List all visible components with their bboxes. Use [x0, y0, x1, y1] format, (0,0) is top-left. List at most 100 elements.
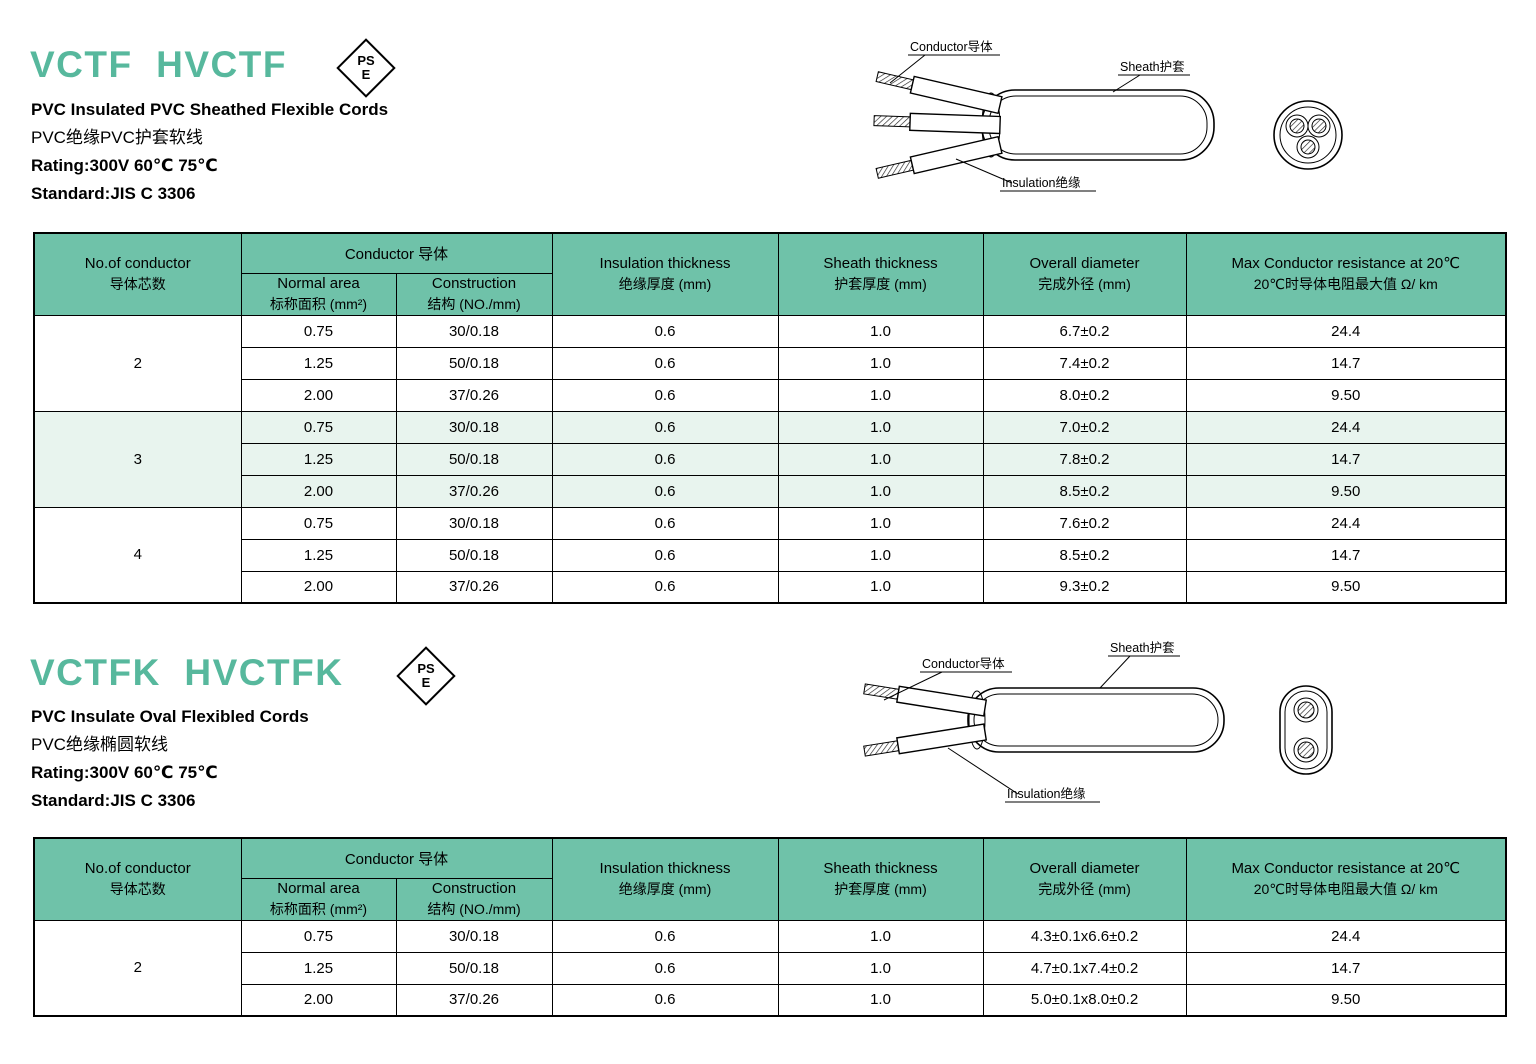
- table-row: 2 0.75 30/0.18 0.6 1.0 4.3±0.1x6.6±0.2 24.4: [33, 919, 1507, 1017]
- table-cell: 0.6: [551, 919, 779, 953]
- table-cell: 6.7±0.2: [982, 314, 1187, 348]
- table-cell: 2.00: [240, 983, 397, 1017]
- table-cell: 1.25: [240, 538, 397, 572]
- vctfk-spec-table: No.of conductor 导体芯数 Conductor 导体 Insula…: [33, 837, 1507, 1017]
- sheath-illustration: [967, 687, 1225, 753]
- table-cell: 0.6: [551, 538, 779, 572]
- table-cell: 9.50: [1185, 570, 1507, 604]
- section2-title: VCTFK HVCTFK: [30, 652, 344, 693]
- pse-line2: E: [421, 675, 431, 690]
- sheath-label: Sheath护套: [1110, 640, 1175, 655]
- table-cell: 2.00: [240, 474, 397, 508]
- section1-subtitle-cn: PVC绝缘PVC护套软线: [31, 128, 203, 147]
- section1-subtitle-en: PVC Insulated PVC Sheathed Flexible Cord…: [31, 100, 389, 119]
- table-cell: 1.0: [777, 474, 984, 508]
- table-cell: 0.6: [551, 983, 779, 1017]
- table-row: 4 0.75 30/0.18 0.6 1.0 7.6±0.2 24.4: [33, 506, 1507, 604]
- sheath-label: Sheath护套: [1120, 59, 1185, 74]
- table-cell: 30/0.18: [395, 410, 553, 444]
- table-row: 2.00 37/0.26 0.6 1.0 8.5±0.2 9.50: [34, 474, 1507, 508]
- section1-info: PVC Insulated PVC Sheathed Flexible Cord…: [31, 96, 388, 208]
- table-cell: 1.0: [777, 314, 984, 348]
- table-row: 1.25 50/0.18 0.6 1.0 4.7±0.1x7.4±0.2 14.7: [34, 951, 1507, 985]
- table-cell: 50/0.18: [395, 538, 553, 572]
- table-cell: 50/0.18: [395, 346, 553, 380]
- table-cell: 0.75: [240, 410, 397, 444]
- header-no-of-conductor: No.of conductor 导体芯数: [33, 232, 242, 316]
- table-row: 1.25 50/0.18 0.6 1.0 8.5±0.2 14.7: [34, 538, 1507, 572]
- table-cell: 1.0: [777, 346, 984, 380]
- table-cell: 37/0.26: [395, 983, 553, 1017]
- header-resistance: Max Conductor resistance at 20℃ 20℃时导体电阻…: [1185, 232, 1507, 316]
- section2-standard: Standard:JIS C 3306: [31, 791, 196, 810]
- sheath-illustration: [981, 89, 1215, 161]
- table-cell: 14.7: [1185, 346, 1507, 380]
- table-cell: 0.6: [551, 378, 779, 412]
- header-diameter: Overall diameter 完成外径 (mm): [982, 837, 1187, 921]
- header-construction: Construction 结构 (NO./mm): [395, 877, 553, 921]
- table-cell: 8.5±0.2: [982, 538, 1187, 572]
- cable-cross-section: [1273, 100, 1343, 170]
- section2-subtitle-cn: PVC绝缘椭圆软线: [31, 735, 168, 754]
- vctf-cable-diagram: Conductor导体 Sheath护套 Insulation绝缘: [873, 40, 1343, 192]
- vctfk-table-header: No.of conductor 导体芯数 Conductor 导体 Insula…: [33, 837, 1507, 921]
- wire-top: [875, 71, 1003, 115]
- section2-info: PVC Insulate Oval Flexibled Cords PVC绝缘椭…: [31, 703, 309, 815]
- wire-bottom: [875, 135, 1003, 179]
- header-insulation: Insulation thickness 绝缘厚度 (mm): [551, 837, 779, 921]
- table-cell: 30/0.18: [395, 314, 553, 348]
- pse-mark: PS E: [336, 38, 396, 98]
- table-cell: 9.3±0.2: [982, 570, 1187, 604]
- table-cell: 0.6: [551, 314, 779, 348]
- table-cell: 1.0: [777, 919, 984, 953]
- table-cell: 1.0: [777, 442, 984, 476]
- table-cell: 1.0: [777, 570, 984, 604]
- table-cell: 37/0.26: [395, 474, 553, 508]
- header-conductor-group: Conductor 导体: [240, 232, 553, 274]
- table-cell: 14.7: [1185, 951, 1507, 985]
- pse-label: PS E: [398, 648, 454, 704]
- diagram1-labels: Conductor导体 Sheath护套 Insulation绝缘: [889, 40, 1190, 192]
- table-cell: 30/0.18: [395, 919, 553, 953]
- table-cell: 0.6: [551, 951, 779, 985]
- insulation-label: Insulation绝缘: [1007, 786, 1086, 801]
- table-cell: 9.50: [1185, 474, 1507, 508]
- table-row: 2.00 37/0.26 0.6 1.0 5.0±0.1x8.0±0.2 9.50: [34, 983, 1507, 1017]
- table-cell: 0.75: [240, 314, 397, 348]
- header-sheath: Sheath thickness 护套厚度 (mm): [777, 837, 984, 921]
- table-row: 2.00 37/0.26 0.6 1.0 9.3±0.2 9.50: [34, 570, 1507, 604]
- wire-middle: [873, 112, 1002, 135]
- table-row: 3 0.75 30/0.18 0.6 1.0 7.0±0.2 24.4: [33, 410, 1507, 508]
- table-row: 1.25 50/0.18 0.6 1.0 7.4±0.2 14.7: [34, 346, 1507, 380]
- diagram2-labels: Sheath护套 Conductor导体 Insulation绝缘: [883, 640, 1180, 803]
- section2-subtitle-en: PVC Insulate Oval Flexibled Cords: [31, 707, 309, 726]
- vctf-spec-table: No.of conductor 导体芯数 Conductor 导体 Insula…: [33, 232, 1507, 604]
- section1-rating: Rating:300V 60℃ 75℃: [31, 156, 218, 175]
- pse-label: PS E: [338, 40, 394, 96]
- table-cell: 7.6±0.2: [982, 506, 1187, 540]
- table-cell: 1.25: [240, 951, 397, 985]
- table-cell: 7.4±0.2: [982, 346, 1187, 380]
- table-cell: 0.75: [240, 919, 397, 953]
- insulation-label: Insulation绝缘: [1002, 175, 1081, 190]
- header-resistance: Max Conductor resistance at 20℃ 20℃时导体电阻…: [1185, 837, 1507, 921]
- pse-line1: PS: [417, 661, 435, 677]
- vctfk-table-body: 2 0.75 30/0.18 0.6 1.0 4.3±0.1x6.6±0.2 24.4 1.2…: [33, 919, 1507, 1017]
- table-cell: 5.0±0.1x8.0±0.2: [982, 983, 1187, 1017]
- table-cell: 50/0.18: [395, 442, 553, 476]
- table-cell: 24.4: [1185, 506, 1507, 540]
- table-cell: 1.0: [777, 410, 984, 444]
- pse-mark: PS E: [396, 646, 456, 706]
- table-cell: 4.3±0.1x6.6±0.2: [982, 919, 1187, 953]
- table-cell: 2.00: [240, 378, 397, 412]
- table-cell: 1.0: [777, 378, 984, 412]
- table-cell: 1.0: [777, 951, 984, 985]
- table-cell: 24.4: [1185, 410, 1507, 444]
- table-row: 1.25 50/0.18 0.6 1.0 7.8±0.2 14.7: [34, 442, 1507, 476]
- section2-rating: Rating:300V 60℃ 75℃: [31, 763, 218, 782]
- pse-line1: PS: [357, 53, 375, 69]
- header-diameter: Overall diameter 完成外径 (mm): [982, 232, 1187, 316]
- table-cell: 30/0.18: [395, 506, 553, 540]
- header-sheath: Sheath thickness 护套厚度 (mm): [777, 232, 984, 316]
